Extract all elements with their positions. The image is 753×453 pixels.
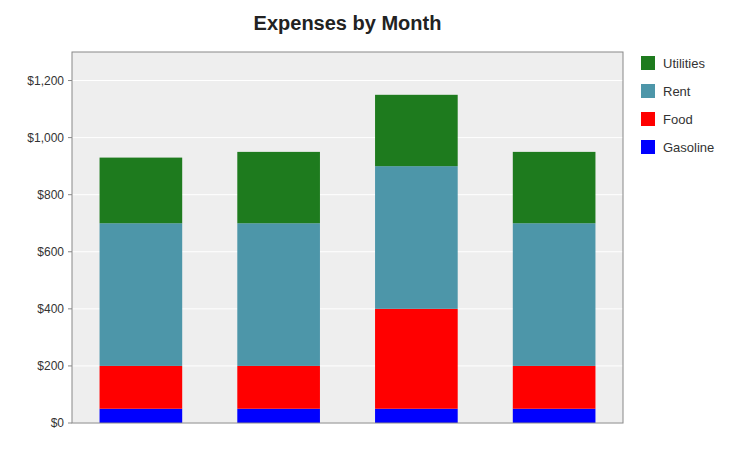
y-tick <box>68 251 72 252</box>
legend-label: Food <box>663 112 693 127</box>
bar-segment <box>375 166 458 309</box>
legend-label: Gasoline <box>663 140 714 155</box>
bar-segment <box>513 366 596 409</box>
y-tick-label: $1,200 <box>27 74 64 88</box>
legend: Utilities Rent Food Gasoline <box>641 56 714 155</box>
y-axis: $0 $200 $400 $600 $800 $1,000 $1,200 <box>27 74 72 430</box>
bar-segment <box>375 309 458 409</box>
y-tick-label: $0 <box>51 416 65 430</box>
legend-label: Rent <box>663 84 691 99</box>
bar-segment <box>100 409 183 423</box>
bar-segment <box>237 223 320 366</box>
chart-svg: Expenses by Month $0 $200 $400 $600 $800 $1,00… <box>0 0 753 453</box>
grid-line <box>72 137 623 138</box>
bar-segment <box>237 366 320 409</box>
y-tick <box>68 423 72 424</box>
bar-segment <box>100 158 183 224</box>
bar-segment <box>237 152 320 223</box>
legend-swatch <box>641 140 655 154</box>
y-tick <box>68 80 72 81</box>
y-tick <box>68 308 72 309</box>
y-tick <box>68 365 72 366</box>
y-tick-label: $800 <box>37 188 64 202</box>
bar-segment <box>100 223 183 366</box>
y-tick-label: $400 <box>37 302 64 316</box>
bar-segment <box>513 152 596 223</box>
bar-segment <box>375 409 458 423</box>
legend-label: Utilities <box>663 56 705 71</box>
chart-container: Expenses by Month $0 $200 $400 $600 $800 $1,00… <box>0 0 753 453</box>
legend-swatch <box>641 56 655 70</box>
bar-segment <box>237 409 320 423</box>
legend-swatch <box>641 84 655 98</box>
grid-line <box>72 80 623 81</box>
y-tick-label: $200 <box>37 359 64 373</box>
y-tick-label: $1,000 <box>27 131 64 145</box>
bars <box>100 95 596 423</box>
plot-frame <box>72 52 623 423</box>
plot-background <box>72 52 623 423</box>
y-tick <box>68 194 72 195</box>
legend-swatch <box>641 112 655 126</box>
y-tick-label: $600 <box>37 245 64 259</box>
chart-title: Expenses by Month <box>254 12 442 34</box>
bar-segment <box>375 95 458 166</box>
y-tick <box>68 137 72 138</box>
bar-segment <box>513 223 596 366</box>
bar-segment <box>513 409 596 423</box>
grid <box>72 81 623 423</box>
bar-segment <box>100 366 183 409</box>
